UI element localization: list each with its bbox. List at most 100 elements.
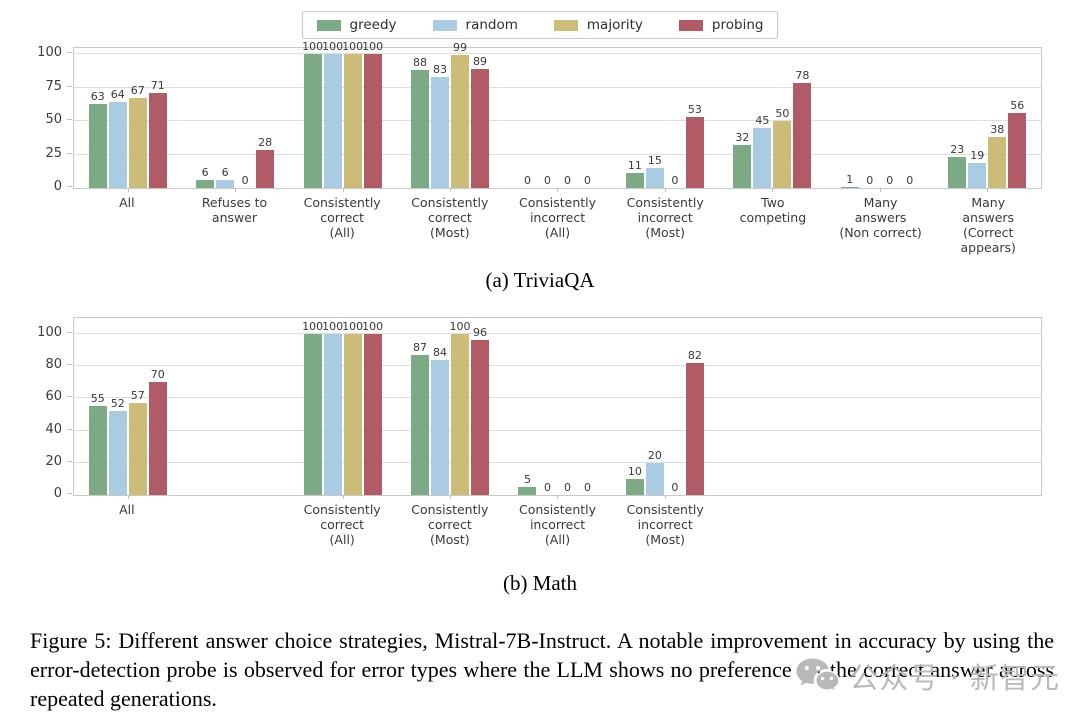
legend-swatch-probing [678,19,703,31]
x-axis-labels: All Refuses to answer Consistently correct… [73,195,1042,255]
y-tick-label: 0 [53,179,62,194]
bar-value-label: 55 [90,392,105,406]
bar-value-label: 0 [866,174,874,187]
bar-value-label: 100 [342,320,364,333]
bar [840,186,859,188]
y-tick-mark [67,119,72,120]
x-tick-mark [450,495,452,499]
bar [625,173,644,188]
bar [948,157,967,188]
bar-probing: 53 [685,103,704,188]
y-tick-label: 100 [37,325,62,340]
bar-value-label: 100 [362,320,384,333]
bar [88,406,107,495]
plot-area: 63 64 67 71 6 6 0 28 100 100 100 100 88 83 99 89 0 0 0 0 11 1… [73,40,1042,192]
bar-value-label: 82 [687,348,702,362]
bar-value-label: 5 [523,472,531,486]
bar [431,359,450,495]
bar-probing: 70 [148,368,167,495]
bar-greedy: 10 [625,464,644,495]
bar-value-label: 10 [627,464,642,478]
bar-majority: 0 [558,481,576,495]
bar [451,334,470,495]
category-slot: 32 45 50 78 [719,48,826,192]
gridline [74,53,1041,54]
watermark: 公众号 · 新智元 [795,655,1060,697]
category-slot: 100 100 100 100 [289,318,396,499]
bar-random: 84 [431,345,450,495]
bar-value-label: 52 [110,397,125,411]
bar-value-label: 78 [795,69,810,83]
bar-random: 6 [216,166,235,188]
bar-majority: 67 [128,84,147,188]
category-slot: 6 6 0 28 [181,48,288,192]
x-category-label: Consistently incorrect (All) [518,195,597,240]
legend-swatch-majority [553,19,578,31]
bar-value-label: 100 [342,40,364,53]
category-slot [934,318,1041,495]
chart-subtitle: (b) Math [502,571,578,595]
category-slot [719,318,826,495]
bar-value-label: 15 [647,153,662,167]
bar-random: 100 [322,320,343,495]
bar [471,340,490,495]
bar-value-label: 100 [302,40,324,53]
gridline [74,120,1041,121]
x-category-label: All [119,502,135,517]
bar-value-label: 20 [647,448,662,462]
chart-subtitle: (a) TriviaQA [485,268,595,292]
x-tick-mark [127,188,129,192]
bar-majority: 38 [988,123,1007,188]
x-category-label [934,502,1042,548]
bar-value-label: 67 [130,84,145,98]
x-category-label: Consistently incorrect (Most) [626,195,704,240]
bar-group: 6 6 0 28 [196,136,275,188]
gridline [74,86,1041,88]
bar-majority: 50 [773,107,792,188]
bar-group: 88 83 99 89 [411,41,490,188]
x-category-label: Consistently incorrect (Most) [626,502,704,547]
y-tick-mark [67,85,72,87]
bar-value-label: 0 [563,481,571,494]
figure-caption: Figure 5: Different answer choice strate… [30,628,1054,711]
x-category-label: Consistently correct (All) [303,502,381,547]
bar-value-label: 87 [413,340,428,354]
legend-label: probing [711,17,764,33]
bar-value-label: 28 [258,136,273,150]
bar-probing: 71 [148,79,167,188]
bar-greedy: 63 [88,90,107,188]
category-slot: 63 64 67 71 [74,48,181,192]
category-slot: 87 84 100 96 [396,318,503,499]
bar-value-label: 0 [241,174,249,187]
x-axis-labels: All Consistently correct (All) Consistentl… [73,502,1042,548]
bar-group: 11 15 0 53 [625,103,704,188]
x-tick-mark [235,188,237,192]
bar-group: 87 84 100 96 [411,320,490,495]
bar [733,145,752,188]
bar-greedy: 6 [196,166,215,188]
gridline [74,461,1041,463]
x-tick-mark [557,495,559,499]
bar-probing: 0 [578,481,596,495]
bar-value-label: 96 [473,326,488,340]
bar-value-label: 100 [449,320,471,333]
bar-value-label: 57 [130,389,145,403]
x-tick-mark [342,495,344,499]
bar-value-label: 84 [433,345,448,359]
x-category-label [181,502,289,548]
bar-random: 0 [538,481,556,495]
bar [128,403,147,495]
bar-greedy: 1 [840,173,859,188]
gridline [74,333,1041,334]
bar-random: 64 [108,88,127,188]
y-tick-mark [67,493,72,494]
x-category-label [719,502,827,548]
bar-greedy: 0 [518,174,536,188]
y-tick-mark [67,364,72,366]
bar [256,150,275,188]
x-tick-mark [664,495,666,499]
y-tick-label: 60 [45,389,62,405]
